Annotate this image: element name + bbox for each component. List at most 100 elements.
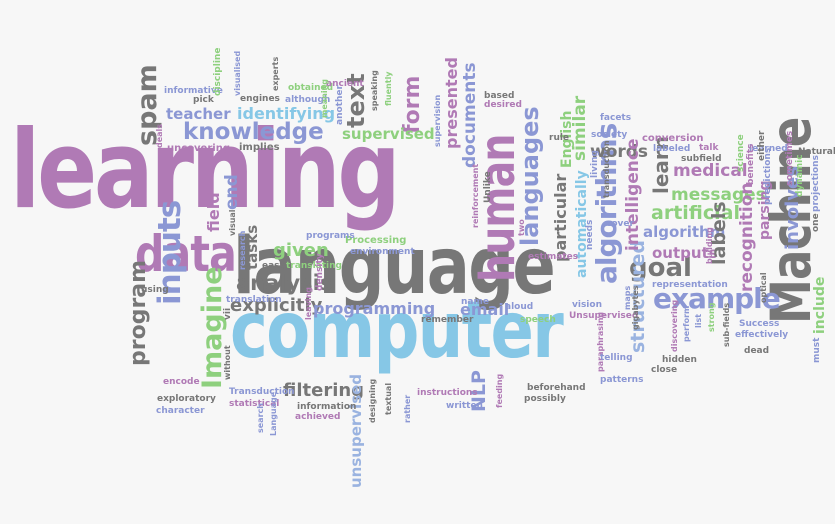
word-using: using [141,285,169,295]
word-optical: optical [759,272,768,303]
word-remember: remember [421,315,474,325]
word-unsupervised: Unsupervised [569,311,639,321]
word-living: living [590,150,600,178]
word-close: close [651,365,678,375]
word-supervision: supervision [433,94,442,147]
word-exploratory: exploratory [157,394,216,404]
word-estimates: estimates [528,252,579,262]
word-intelligence: intelligence [623,138,643,251]
word-email: email [460,300,510,319]
word-textual: textual [384,382,393,415]
word-success: Success [739,319,780,329]
word-goal: goal [629,253,692,283]
word-deals: deals [155,123,164,148]
word-dynamic: dynamic [795,154,805,197]
word-tasks: tasks [243,224,261,270]
word-beforehand: beforehand [527,383,586,393]
word-artificial: artificial [651,202,740,224]
word-hidden: hidden [662,355,697,365]
word-must: must [812,337,822,363]
word-gigabytes: gigabytes [631,285,640,330]
word-rule: rule [549,133,570,143]
word-outputs: outputs [652,244,718,262]
word-analysis: analysis [236,271,333,295]
word-programming: programming [313,299,436,318]
word-language: language [233,222,556,312]
word-dead: dead [744,346,770,356]
word-feeding: feeding [495,373,504,408]
word-fluently: fluently [384,71,393,106]
word-imagine: Imagine [197,266,228,389]
word-teacher: teacher [166,105,231,123]
word-explicitly: explicitly [230,295,323,316]
word-processing: Processing [345,235,407,246]
word-speaking: speaking [370,70,379,111]
word-encode: encode [163,377,200,387]
word-field: field [204,192,223,232]
word-meaning: meaning [320,78,329,118]
word-end: end [222,174,242,210]
word-discipline: discipline [213,47,223,96]
word-informative: informative [164,86,223,96]
word-science: science [736,134,746,172]
word-speech: speech [520,315,556,325]
word-words: words [590,142,649,162]
word-needs: needs [585,219,595,250]
word-include: include [812,276,828,334]
word-knowledge: knowledge [183,119,324,145]
word-statistical: statistical [229,399,280,409]
word-recognition: recognition [737,182,757,292]
word-effectively: effectively [735,330,789,340]
word-vision: vision [572,300,602,310]
word-although: although [285,95,331,105]
word-pick: pick [193,95,214,105]
word-another: another [335,85,345,125]
word-visual: visual [228,209,237,236]
word-computer: computer [230,286,564,376]
word-transduction: Transduction [229,387,295,397]
word-language: Language [269,391,278,436]
word-conversion: conversion [642,133,704,144]
word-similar: similar [570,95,590,161]
word-experts: experts [271,56,280,91]
word-given: given [273,240,329,261]
word-program: program [126,259,151,366]
word-uncovering: uncovering [167,143,230,154]
word-translating: translating [286,261,342,271]
word-subfield: subfield [681,154,722,164]
word-research: research [238,230,247,270]
word-medical: medical [673,161,748,181]
word-character: character [156,406,205,416]
word-sub-fields: sub-fields [722,302,731,347]
word-without: without [223,345,232,380]
word-learned: learned [749,144,788,154]
word-aloud: aloud [505,302,534,312]
word-cover: cover [606,219,634,229]
word-algorithm: algorithm [643,223,726,241]
word-human: human [470,134,526,282]
word-easy: easy [262,261,286,271]
word-talk: talk [699,143,719,153]
word-one: one [811,213,821,232]
word-programs: programs [306,231,355,241]
word-name: name [461,297,489,307]
word-example: example [653,282,781,315]
word-presented: presented [442,57,461,149]
word-projections: projections [811,155,821,212]
word-society: society [591,130,628,140]
word-representation: representation [652,280,728,290]
word-building: building [705,227,714,264]
word-written: written [446,401,483,411]
word-designing: designing [368,378,377,423]
word-reinforcement: reinforcement [471,163,480,228]
word-engines: engines [240,94,280,104]
word-data: data [135,225,237,283]
word-based: based [484,91,515,101]
word-either: either [757,130,767,161]
word-unsupervised: unsupervised [347,373,365,488]
word-possibly: possibly [524,394,566,404]
word-learning: learning [10,108,401,233]
word-leaving: leaving [304,287,313,320]
word-documents: documents [460,62,480,168]
